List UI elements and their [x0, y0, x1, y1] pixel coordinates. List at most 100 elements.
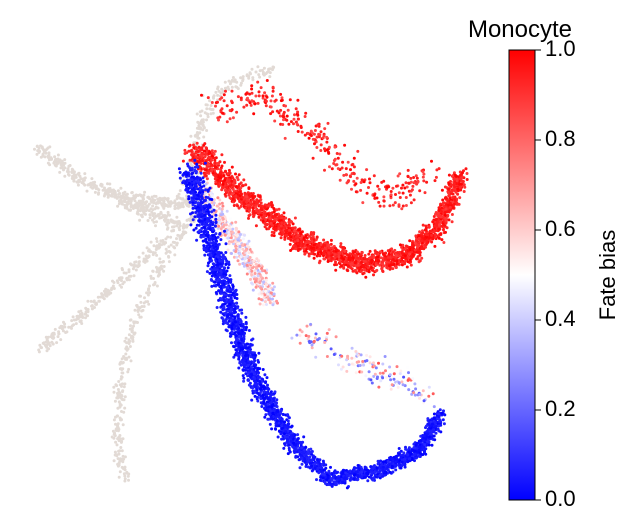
- scatter-point: [251, 288, 255, 292]
- scatter-point: [378, 204, 382, 208]
- scatter-point: [78, 179, 82, 183]
- scatter-point: [216, 98, 219, 102]
- scatter-point: [80, 322, 84, 325]
- scatter-point: [240, 195, 244, 199]
- scatter-point: [174, 203, 178, 207]
- scatter-point: [325, 135, 329, 139]
- scatter-point: [366, 266, 370, 270]
- scatter-point: [35, 144, 39, 148]
- scatter-point: [411, 252, 415, 256]
- scatter-point: [364, 275, 368, 279]
- scatter-point: [342, 246, 346, 249]
- scatter-point: [350, 172, 354, 176]
- scatter-point: [187, 197, 191, 201]
- scatter-point: [65, 170, 69, 173]
- scatter-point: [204, 152, 208, 156]
- scatter-point: [271, 65, 275, 69]
- scatter-point: [126, 474, 130, 478]
- scatter-point: [116, 429, 120, 433]
- scatter-point: [226, 85, 230, 89]
- scatter-point: [423, 237, 427, 241]
- scatter-point: [228, 234, 231, 237]
- scatter-point: [200, 159, 204, 163]
- scatter-point: [407, 256, 411, 260]
- scatter-point: [316, 123, 320, 127]
- scatter-point: [155, 237, 158, 241]
- scatter-point: [400, 256, 404, 260]
- scatter-point: [125, 341, 129, 345]
- scatter-point: [330, 246, 334, 250]
- scatter-point: [210, 101, 214, 104]
- scatter-point: [238, 262, 242, 266]
- scatter-point: [255, 266, 258, 270]
- scatter-point: [323, 243, 327, 247]
- scatter-point: [134, 264, 138, 268]
- scatter-point: [155, 284, 159, 288]
- scatter-point: [244, 256, 248, 260]
- scatter-point: [158, 266, 162, 270]
- scatter-point: [220, 210, 224, 214]
- scatter-point: [239, 192, 243, 196]
- scatter-point: [431, 220, 435, 224]
- scatter-point: [307, 136, 311, 140]
- scatter-point: [354, 182, 358, 186]
- scatter-point: [147, 209, 151, 213]
- scatter-point: [65, 330, 69, 334]
- scatter-point: [76, 172, 80, 176]
- scatter-point: [120, 382, 124, 386]
- scatter-point: [237, 173, 241, 177]
- scatter-point: [377, 200, 381, 204]
- scatter-point: [403, 246, 407, 250]
- scatter-point: [444, 203, 448, 207]
- scatter-point: [245, 92, 249, 96]
- scatter-point: [155, 253, 159, 257]
- scatter-point: [385, 266, 389, 269]
- scatter-point: [104, 294, 108, 298]
- scatter-point: [227, 87, 231, 91]
- scatter-point: [119, 446, 123, 449]
- scatter-point: [136, 212, 140, 216]
- scatter-point: [85, 189, 89, 193]
- scatter-point: [163, 203, 167, 207]
- scatter-point: [374, 263, 378, 267]
- scatter-point: [289, 249, 293, 252]
- scatter-point: [222, 93, 226, 97]
- scatter-point: [408, 193, 412, 197]
- scatter-point: [127, 333, 131, 337]
- scatter-point: [415, 243, 419, 247]
- scatter-point: [258, 75, 262, 79]
- scatter-point: [450, 220, 454, 224]
- scatter-point: [227, 168, 231, 172]
- scatter-point: [239, 186, 243, 190]
- scatter-point: [256, 101, 260, 105]
- scatter-point: [383, 257, 387, 261]
- scatter-point: [157, 273, 161, 277]
- scatter-point: [302, 247, 306, 251]
- scatter-point: [219, 168, 223, 171]
- scatter-point: [285, 233, 288, 237]
- scatter-point: [145, 208, 149, 212]
- scatter-point: [261, 269, 265, 272]
- scatter-point: [216, 93, 220, 97]
- scatter-point: [63, 174, 67, 178]
- scatter-point: [339, 244, 343, 248]
- scatter-point: [149, 250, 153, 254]
- scatter-point: [395, 262, 399, 266]
- scatter-point: [221, 182, 225, 186]
- scatter-point: [42, 341, 46, 345]
- scatter-point: [120, 202, 124, 206]
- scatter-point: [309, 134, 313, 138]
- scatter-point: [391, 267, 395, 271]
- scatter-point: [337, 252, 341, 256]
- scatter-point: [342, 257, 346, 261]
- scatter-point: [387, 252, 391, 256]
- scatter-point: [304, 111, 308, 115]
- scatter-point: [367, 186, 370, 189]
- scatter-point: [41, 152, 45, 156]
- scatter-point: [271, 224, 274, 227]
- scatter-point: [136, 202, 140, 206]
- scatter-point: [133, 331, 137, 335]
- scatter-point: [352, 251, 355, 255]
- scatter-point: [259, 201, 263, 205]
- scatter-point: [225, 189, 229, 193]
